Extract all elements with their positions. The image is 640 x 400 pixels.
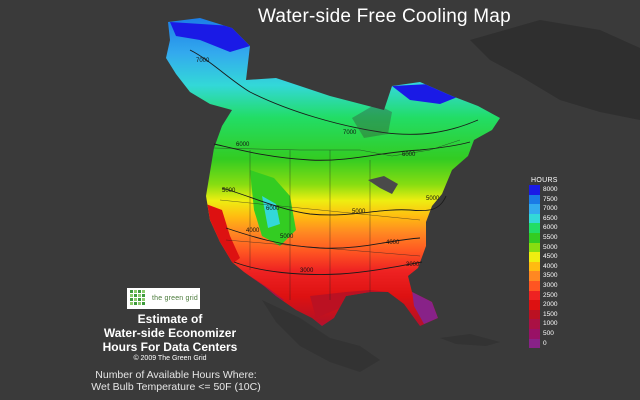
contour-label: 4000 (246, 228, 260, 234)
contour-label: 7000 (196, 58, 210, 64)
legend-row: 7500 (529, 194, 589, 205)
contour-label: 3000 (300, 268, 314, 274)
legend-label: 4500 (543, 253, 558, 261)
legend-row: 1500 (529, 309, 589, 320)
estimate-caption: Estimate of Water-side Economizer Hours … (95, 312, 245, 354)
legend-label: 0 (543, 339, 547, 347)
contour-label: 5000 (352, 209, 366, 215)
legend-row: 4500 (529, 252, 589, 262)
legend-row: 4000 (529, 261, 589, 272)
legend-swatch (529, 290, 540, 301)
estimate-line: Water-side Economizer (103, 326, 237, 340)
contour-labels: 7000 7000 6000 6000 5000 5000 5000 4000 … (196, 58, 440, 274)
legend-swatch (529, 319, 540, 329)
logo-text: the green grid (152, 295, 198, 302)
legend-swatch (529, 261, 540, 272)
great-lakes (368, 176, 398, 194)
legend-label: 5000 (543, 243, 558, 251)
legend-rows: 8000 7500 7000 6500 6000 5500 5000 4500 4000 3500… (529, 185, 589, 349)
footnote: Number of Available Hours Where: Wet Bul… (76, 369, 276, 393)
us-canada-border (213, 139, 461, 157)
legend-row: 0 (529, 338, 589, 349)
legend-label: 3000 (543, 281, 558, 289)
estimate-line: Hours For Data Centers (102, 340, 238, 354)
contour-label: 5000 (426, 196, 440, 202)
contour-label: 5000 (222, 188, 236, 194)
legend-label: 7500 (543, 195, 558, 203)
legend-row: 3000 (529, 280, 589, 291)
contour-label: 4000 (386, 240, 400, 246)
legend-label: 6000 (543, 224, 558, 232)
legend-row: 2000 (529, 300, 589, 310)
contour-label: 3000 (406, 262, 420, 268)
contour-6000-line (213, 141, 471, 161)
contour-label: 6000 (266, 206, 280, 212)
legend-swatch (529, 223, 540, 233)
estimate-line: Estimate of (137, 312, 203, 326)
contour-label: 7000 (343, 130, 357, 136)
legend-label: 1500 (543, 310, 558, 318)
legend-swatch (529, 242, 540, 253)
mexico-landmass (262, 300, 380, 372)
legend-label: 8000 (543, 186, 558, 193)
legend-label: 5500 (543, 233, 558, 241)
legend-swatch (529, 309, 540, 320)
legend-row: 6000 (529, 223, 589, 233)
region-florida-purple (412, 290, 438, 324)
region-8000-arctic (170, 22, 250, 52)
legend-row: 6500 (529, 213, 589, 224)
legend-swatch (529, 328, 540, 339)
copyright-text: © 2009 The Green Grid (133, 355, 207, 362)
legend-swatch (529, 300, 540, 310)
state-line (219, 199, 421, 221)
legend-label: 2000 (543, 301, 558, 309)
contour-3000-line (233, 261, 423, 275)
legend-label: 7000 (543, 205, 558, 213)
greenland-landmass (470, 20, 640, 120)
legend-swatch (529, 194, 540, 205)
contour-label: 6000 (236, 142, 250, 148)
green-grid-logo: the green grid (127, 288, 200, 309)
legend-label: 1000 (543, 320, 558, 328)
legend-label: 500 (543, 329, 554, 337)
legend-swatch (529, 232, 540, 243)
hudson-bay (352, 104, 392, 138)
legend-swatch (529, 252, 540, 262)
legend-row: 3500 (529, 271, 589, 281)
contour-label: 5000 (280, 234, 294, 240)
legend-swatch (529, 280, 540, 291)
footnote-line: Wet Bulb Temperature <= 50F (10C) (91, 381, 261, 393)
legend-row: 5500 (529, 232, 589, 243)
region-mountain-cyan (262, 196, 280, 228)
region-westcoast-red (206, 204, 240, 264)
legend-swatch (529, 271, 540, 281)
footnote-line: Number of Available Hours Where: (95, 369, 257, 381)
legend-swatch (529, 213, 540, 224)
legend-row: 500 (529, 328, 589, 339)
legend-label: 3500 (543, 272, 558, 280)
legend-row: 2500 (529, 290, 589, 301)
hours-legend: HOURS 8000 7500 7000 6500 6000 5500 5000 4500 40… (529, 177, 589, 349)
legend-row: 1000 (529, 319, 589, 329)
contour-label: 6000 (402, 152, 416, 158)
contour-7000-line (189, 49, 479, 135)
legend-swatch (529, 204, 540, 214)
legend-row: 8000 (529, 185, 589, 195)
legend-swatch (529, 185, 540, 195)
region-8000-labrador (392, 84, 460, 104)
legend-row: 5000 (529, 242, 589, 253)
legend-label: 6500 (543, 214, 558, 222)
legend-label: 4000 (543, 262, 558, 270)
legend-label: 2500 (543, 291, 558, 299)
cuba-landmass (440, 334, 500, 346)
state-line (225, 239, 421, 257)
legend-title: HOURS (531, 177, 558, 184)
legend-swatch (529, 338, 540, 349)
legend-row: 7000 (529, 204, 589, 214)
page-title: Water-side Free Cooling Map (258, 6, 511, 27)
logo-grid-icon (130, 290, 147, 307)
political-borders (213, 139, 461, 300)
